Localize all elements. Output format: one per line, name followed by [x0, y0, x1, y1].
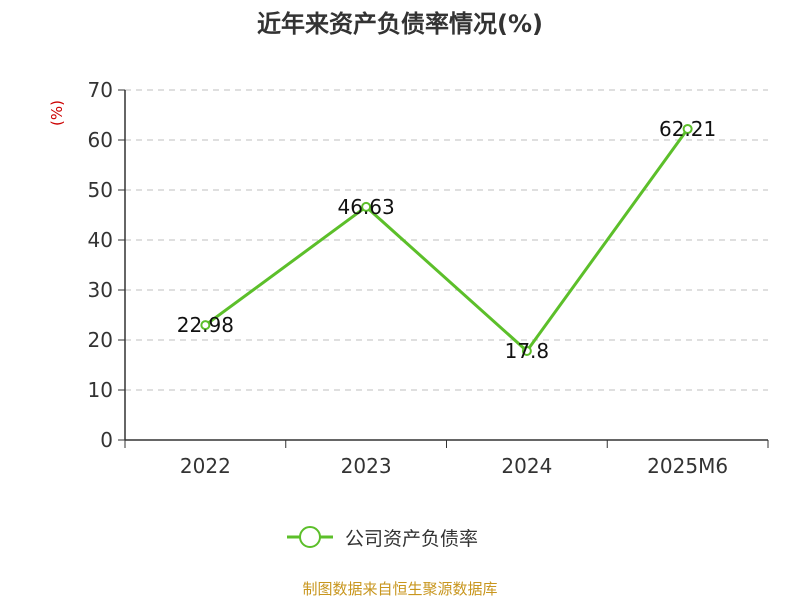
data-point[interactable]: [200, 320, 211, 331]
y-tick-label: 20: [88, 328, 113, 352]
x-tick-label: 2023: [341, 454, 392, 478]
legend-line-marker-icon: [287, 526, 333, 548]
x-tick-label: 2025M6: [647, 454, 728, 478]
grid-lines: [125, 89, 768, 391]
data-labels: 22.98 46.63 17.8 62.21: [177, 117, 717, 363]
y-tick-label: 40: [88, 228, 113, 252]
line-chart: 0 10 20 30 40 50 60 70 2022 2023 2024 2025M6 22.98 4…: [88, 78, 769, 478]
y-tick-label: 30: [88, 278, 113, 302]
data-source-footer: 制图数据来自恒生聚源数据库: [302, 580, 498, 598]
x-tick-label: 2022: [180, 454, 231, 478]
data-point[interactable]: [682, 123, 693, 134]
series-line-layer: [200, 123, 693, 356]
axes: 0 10 20 30 40 50 60 70 2022 2023 2024 2025M6: [88, 78, 769, 478]
chart-title: 近年来资产负债率情况(%): [257, 10, 543, 38]
legend[interactable]: 公司资产负债率: [285, 522, 478, 552]
y-tick-label: 0: [100, 428, 113, 452]
data-label: 46.63: [337, 195, 394, 219]
y-tick-label: 10: [88, 378, 113, 402]
data-label: 17.8: [505, 339, 550, 363]
data-label: 62.21: [659, 117, 716, 141]
data-point[interactable]: [361, 201, 372, 212]
y-tick-label: 50: [88, 178, 113, 202]
data-label: 22.98: [177, 313, 234, 337]
y-tick-label: 60: [88, 128, 113, 152]
x-tick-label: 2024: [501, 454, 552, 478]
series-line: [204, 128, 689, 353]
y-tick-label: 70: [88, 78, 113, 102]
legend-label: 公司资产负债率: [345, 527, 479, 550]
data-point[interactable]: [521, 346, 532, 356]
